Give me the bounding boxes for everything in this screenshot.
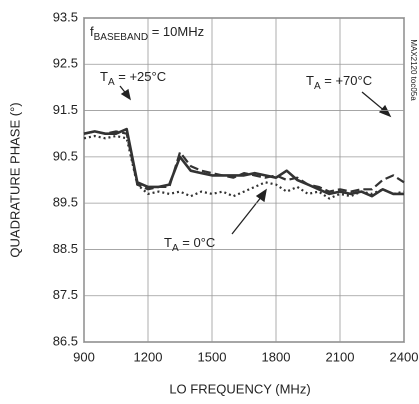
y-tick-label: 90.5 <box>53 148 78 163</box>
y-tick-label: 88.5 <box>53 241 78 256</box>
label-sub: A <box>172 243 179 254</box>
y-tick-label: 93.5 <box>53 9 78 24</box>
label-sub: BASEBAND <box>94 32 148 43</box>
y-tick-label: 89.5 <box>53 195 78 210</box>
y-tick-label: 87.5 <box>53 287 78 302</box>
y-axis-label: QUADRATURE PHASE (°) <box>7 102 22 257</box>
label-rest: = +70°C <box>321 73 372 88</box>
x-tick-label: 2400 <box>390 349 419 364</box>
arrows <box>119 85 392 235</box>
x-axis-label: LO FREQUENCY (MHz) <box>169 381 310 396</box>
x-tick-label: 1800 <box>262 349 291 364</box>
label-rest: = +25°C <box>115 69 166 84</box>
label-rest: = 0°C <box>179 235 216 250</box>
label-main: T <box>164 235 172 250</box>
side-note: MAX2120 toc05a <box>409 39 418 101</box>
y-tick-label: 91.5 <box>53 102 78 117</box>
x-tick-label: 900 <box>73 349 95 364</box>
series-line <box>83 134 405 200</box>
x-tick-label: 2100 <box>326 349 355 364</box>
label-main: T <box>306 73 314 88</box>
label-sub: A <box>314 81 321 92</box>
arrow-head <box>120 88 131 101</box>
arrow-head <box>378 104 392 118</box>
series-label: TA = +70°C <box>306 73 372 91</box>
label-sub: A <box>108 77 115 88</box>
x-tick-label: 1200 <box>134 349 163 364</box>
arrow-head <box>255 188 267 203</box>
series-label: TA = +25°C <box>100 69 166 87</box>
label-main: f <box>90 24 94 39</box>
series-line <box>83 130 405 193</box>
series-label: TA = 0°C <box>164 235 215 253</box>
label-main: T <box>100 69 108 84</box>
y-tick-label: 92.5 <box>53 56 78 71</box>
x-tick-label: 1500 <box>198 349 227 364</box>
plot-frame <box>83 17 405 343</box>
label-rest: = 10MHz <box>148 24 204 39</box>
y-tick-label: 86.5 <box>53 333 78 348</box>
arrow <box>231 195 263 235</box>
annotation: fBASEBAND = 10MHz <box>90 24 204 42</box>
